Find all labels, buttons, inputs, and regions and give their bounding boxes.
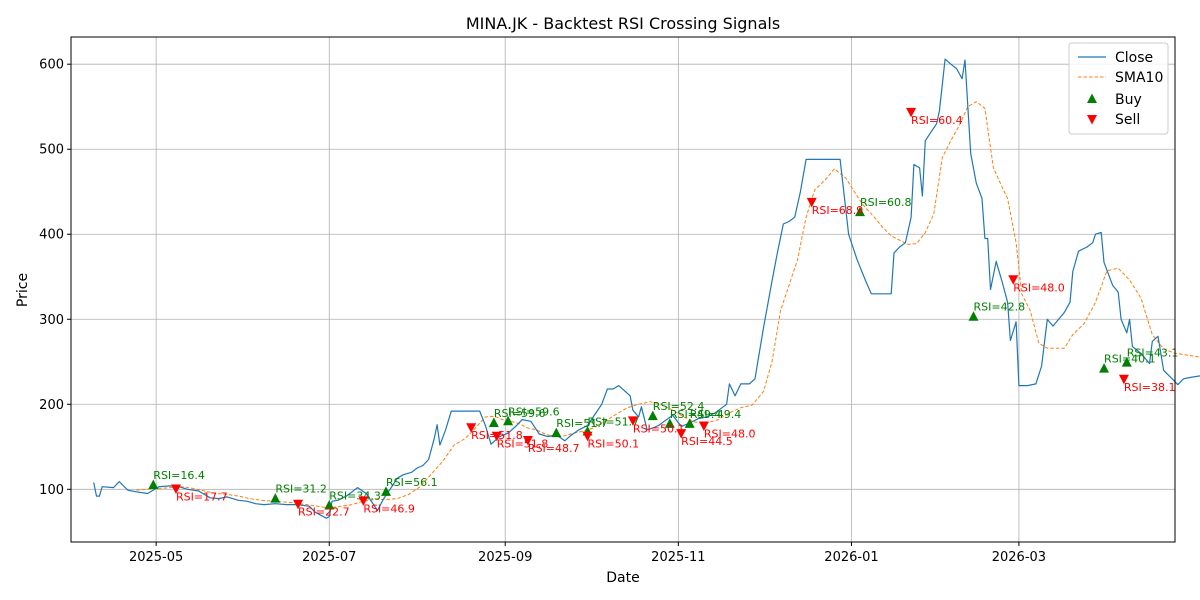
sell-marker xyxy=(491,431,502,442)
sell-marker xyxy=(906,107,917,118)
buy-marker xyxy=(148,479,159,490)
buy-marker xyxy=(488,417,499,427)
x-axis: 2025-05 2025-07 2025-09 2025-11 2026-01 2026-… xyxy=(129,542,1046,565)
sell-marker xyxy=(627,416,638,426)
sell-label: RSI=50.1 xyxy=(588,438,640,451)
buy-marker xyxy=(324,499,335,510)
y-tick-label: 400 xyxy=(39,228,64,243)
legend-swatch-buy xyxy=(1087,93,1097,103)
sell-label: RSI=46.9 xyxy=(363,502,415,515)
legend-box xyxy=(1068,42,1169,135)
buy-label: RSI=34.3 xyxy=(329,489,381,502)
x-tick-label: 2026-03 xyxy=(992,550,1046,565)
sell-label: RSI=38.1 xyxy=(1124,381,1176,394)
legend-label-close: Close xyxy=(1115,50,1153,66)
chart-title: MINA.JK - Backtest RSI Crossing Signals xyxy=(466,14,780,33)
x-tick-label: 2025-11 xyxy=(651,550,705,565)
buy-marker xyxy=(270,493,281,503)
y-tick-label: 500 xyxy=(39,143,64,158)
series-layer xyxy=(93,58,1200,519)
series-line-close xyxy=(93,58,1200,519)
grid xyxy=(71,37,1175,542)
sell-marker xyxy=(1008,275,1019,285)
y-tick-label: 100 xyxy=(39,483,64,498)
buy-marker xyxy=(664,418,675,428)
buy-marker xyxy=(968,311,979,321)
buy-label: RSI=43.1 xyxy=(1127,347,1179,360)
x-tick-label: 2025-07 xyxy=(302,550,356,565)
sell-marker xyxy=(466,423,477,433)
buy-marker xyxy=(647,410,658,421)
buy-label: RSI=60.8 xyxy=(860,196,912,209)
buy-marker xyxy=(381,486,392,496)
sell-label: RSI=17.7 xyxy=(176,490,228,503)
sell-marker xyxy=(1118,374,1129,385)
buy-label: RSI=51.7 xyxy=(556,417,608,430)
sell-label: RSI=68.9 xyxy=(812,204,864,217)
sell-label: RSI=50.1 xyxy=(633,422,685,435)
buy-label: RSI=49.4 xyxy=(670,408,722,421)
sell-marker xyxy=(806,197,817,208)
sell-marker xyxy=(698,421,709,432)
buy-label: RSI=16.4 xyxy=(153,469,205,482)
y-axis: 100 200 300 400 500 600 xyxy=(39,58,71,498)
buy-label: RSI=40.1 xyxy=(1104,353,1156,366)
buy-marker xyxy=(551,427,562,438)
sell-label: RSI=48.7 xyxy=(528,442,580,455)
buy-label: RSI=42.8 xyxy=(973,301,1025,314)
series-line-sma10 xyxy=(136,101,1200,509)
sell-marker xyxy=(358,496,369,506)
buy-marker xyxy=(684,418,695,428)
x-tick-label: 2025-09 xyxy=(478,550,532,565)
y-tick-label: 200 xyxy=(39,398,64,413)
buy-label: RSI=52.4 xyxy=(653,400,705,413)
buy-marker xyxy=(1099,363,1110,373)
sell-label: RSI=48.0 xyxy=(1013,281,1065,294)
y-tick-label: 600 xyxy=(39,58,64,73)
buy-marker xyxy=(503,415,514,426)
sell-marker xyxy=(676,429,687,439)
sell-marker xyxy=(582,431,593,442)
buy-label: RSI=49.4 xyxy=(690,408,742,421)
sell-marker xyxy=(171,484,182,494)
sell-label: RSI=60.4 xyxy=(911,114,963,127)
sell-label: RSI=51.8 xyxy=(497,438,549,451)
legend-label-buy: Buy xyxy=(1115,92,1142,108)
x-tick-label: 2026-01 xyxy=(824,550,878,565)
plot-frame xyxy=(70,36,1176,543)
y-tick-label: 300 xyxy=(39,313,64,328)
legend-label-sma: SMA10 xyxy=(1115,70,1163,86)
buy-marker xyxy=(1121,357,1132,367)
buy-marker xyxy=(854,206,865,217)
legend-label-sell: Sell xyxy=(1115,112,1140,128)
buy-label: RSI=31.2 xyxy=(275,483,327,496)
x-axis-label: Date xyxy=(606,570,639,586)
buy-label: RSI=51.7 xyxy=(588,415,640,428)
x-tick-label: 2025-05 xyxy=(129,550,183,565)
legend-swatch-sell xyxy=(1087,115,1097,125)
buy-label: RSI=59.6 xyxy=(508,405,560,418)
sell-marker xyxy=(293,499,304,510)
sell-label: RSI=44.5 xyxy=(681,435,733,448)
buy-label: RSI=59.6 xyxy=(494,407,546,420)
sell-marker xyxy=(522,435,533,446)
sell-label: RSI=22.7 xyxy=(298,506,350,519)
y-axis-label: Price xyxy=(15,273,31,307)
legend: Close SMA10 Buy Sell xyxy=(1068,42,1169,135)
buy-label: RSI=56.1 xyxy=(386,476,438,489)
sell-label: RSI=48.0 xyxy=(704,428,756,441)
